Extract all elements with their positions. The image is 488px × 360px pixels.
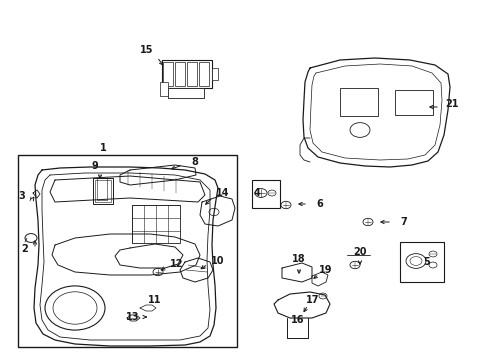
Bar xyxy=(199,62,208,86)
Bar xyxy=(95,180,111,202)
Bar xyxy=(175,62,184,86)
Circle shape xyxy=(153,268,163,276)
Text: 1: 1 xyxy=(100,143,106,153)
Circle shape xyxy=(318,293,326,299)
Circle shape xyxy=(267,190,275,196)
Bar xyxy=(394,90,432,115)
Bar xyxy=(399,242,443,282)
Circle shape xyxy=(45,286,105,330)
Text: 21: 21 xyxy=(445,99,458,109)
Circle shape xyxy=(25,234,37,242)
Circle shape xyxy=(254,189,266,197)
Circle shape xyxy=(281,201,290,209)
Bar xyxy=(339,88,377,116)
Bar xyxy=(93,178,113,204)
Circle shape xyxy=(409,257,421,265)
Text: 18: 18 xyxy=(292,254,305,264)
Bar xyxy=(132,205,180,243)
Circle shape xyxy=(428,262,436,268)
Text: 14: 14 xyxy=(216,188,229,198)
Text: 17: 17 xyxy=(305,295,319,305)
Text: 15: 15 xyxy=(140,45,153,55)
Circle shape xyxy=(53,292,97,324)
Bar xyxy=(163,62,173,86)
Bar xyxy=(168,88,203,98)
Bar xyxy=(212,68,218,80)
Bar xyxy=(18,155,237,347)
Bar xyxy=(186,62,197,86)
Text: 2: 2 xyxy=(21,244,28,254)
Circle shape xyxy=(405,254,425,268)
Text: 19: 19 xyxy=(319,265,332,275)
Text: 13: 13 xyxy=(126,312,140,322)
Text: 5: 5 xyxy=(423,257,429,267)
Circle shape xyxy=(428,251,436,257)
Text: 6: 6 xyxy=(316,199,323,209)
Text: 11: 11 xyxy=(148,295,162,305)
Text: 10: 10 xyxy=(211,256,224,266)
Circle shape xyxy=(349,123,369,138)
Text: 4: 4 xyxy=(253,188,260,198)
Bar xyxy=(160,82,168,96)
Text: 9: 9 xyxy=(91,161,98,171)
Circle shape xyxy=(362,218,372,226)
Bar xyxy=(162,60,212,88)
Text: 16: 16 xyxy=(291,315,304,325)
Text: 3: 3 xyxy=(19,191,25,201)
Bar xyxy=(251,180,280,208)
Text: 20: 20 xyxy=(352,247,366,257)
Text: 12: 12 xyxy=(170,259,183,269)
Text: 7: 7 xyxy=(400,217,407,227)
Circle shape xyxy=(349,261,359,269)
Text: 8: 8 xyxy=(191,157,198,167)
Circle shape xyxy=(208,208,219,216)
